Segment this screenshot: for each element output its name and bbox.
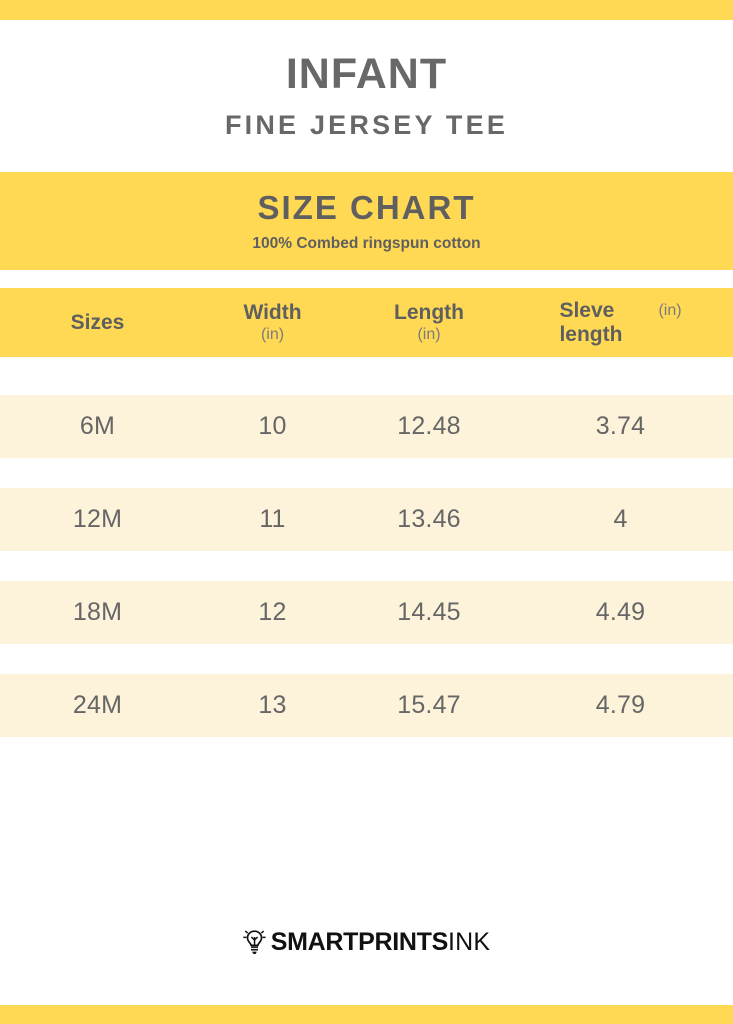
page-title-block: INFANT FINE JERSEY TEE (0, 20, 733, 172)
page-subtitle: FINE JERSEY TEE (224, 110, 509, 141)
column-header-sleeve-length-label: Sleve length (559, 298, 623, 346)
logo-text-secondary: INK (447, 928, 491, 956)
cell-size-value: 6M (79, 412, 116, 440)
column-header-length: Length (in) (350, 288, 508, 357)
cell-length-value: 14.45 (397, 598, 461, 626)
cell-sleeve-value: 4.79 (595, 691, 646, 719)
logo-text-primary: SMARTPRINTS (270, 928, 449, 956)
cell-size: 12M (0, 488, 195, 551)
column-header-width-unit: (in) (260, 326, 285, 344)
table-header-row: Sizes Width (in) Length (in) Sleve lengt… (0, 288, 733, 357)
cell-sleeve: 4 (508, 488, 733, 551)
size-chart-banner: SIZE CHART 100% Combed ringspun cotton (0, 172, 733, 270)
cell-length: 12.48 (350, 395, 508, 458)
cell-size-value: 12M (72, 505, 123, 533)
table-row: 18M 12 14.45 4.49 (0, 581, 733, 644)
row-spacer (0, 551, 733, 581)
cell-width: 12 (195, 581, 350, 644)
banner-title: SIZE CHART (257, 188, 476, 226)
brand-logo: SMARTPRINTS INK (0, 928, 733, 957)
table-row: 24M 13 15.47 4.79 (0, 674, 733, 737)
bottom-accent-bar (0, 1005, 733, 1024)
column-header-sizes: Sizes (0, 288, 195, 357)
cell-sleeve-value: 4.49 (595, 598, 646, 626)
row-spacer (0, 458, 733, 488)
size-chart-table: Sizes Width (in) Length (in) Sleve lengt… (0, 288, 733, 737)
cell-size: 24M (0, 674, 195, 737)
table-row: 6M 10 12.48 3.74 (0, 395, 733, 458)
header-row-spacer (0, 357, 733, 395)
cell-size-value: 18M (72, 598, 123, 626)
cell-width-value: 12 (258, 598, 287, 626)
lightbulb-icon (243, 930, 266, 955)
column-header-length-label: Length (394, 300, 464, 324)
banner-subtitle: 100% Combed ringspun cotton (252, 235, 481, 253)
column-header-sleeve-length-unit: (in) (658, 301, 682, 319)
cell-sleeve: 4.49 (508, 581, 733, 644)
column-header-width: Width (in) (195, 288, 350, 357)
column-header-sleeve-length: Sleve length (in) (508, 288, 733, 357)
cell-sleeve-value: 4 (613, 505, 628, 533)
cell-length: 15.47 (350, 674, 508, 737)
cell-length-value: 13.46 (397, 505, 461, 533)
cell-size-value: 24M (72, 691, 123, 719)
row-spacer (0, 644, 733, 674)
column-header-width-label: Width (243, 300, 302, 324)
cell-size: 18M (0, 581, 195, 644)
column-header-length-unit: (in) (417, 326, 441, 344)
cell-sleeve: 4.79 (508, 674, 733, 737)
cell-length-value: 12.48 (397, 412, 461, 440)
cell-width-value: 11 (259, 505, 286, 533)
cell-length: 13.46 (350, 488, 508, 551)
cell-size: 6M (0, 395, 195, 458)
cell-length-value: 15.47 (397, 691, 461, 719)
cell-width: 11 (195, 488, 350, 551)
cell-width: 10 (195, 395, 350, 458)
cell-length: 14.45 (350, 581, 508, 644)
table-row: 12M 11 13.46 4 (0, 488, 733, 551)
cell-width: 13 (195, 674, 350, 737)
column-header-sizes-label: Sizes (70, 310, 125, 334)
top-accent-bar (0, 0, 733, 20)
page-title: INFANT (285, 50, 448, 99)
cell-width-value: 10 (258, 412, 287, 440)
cell-width-value: 13 (258, 691, 287, 719)
cell-sleeve-value: 3.74 (595, 412, 646, 440)
cell-sleeve: 3.74 (508, 395, 733, 458)
